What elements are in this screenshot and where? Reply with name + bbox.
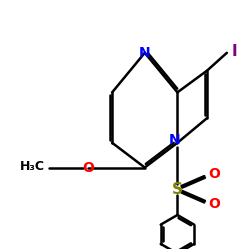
Text: N: N bbox=[169, 133, 181, 147]
Text: O: O bbox=[82, 160, 94, 174]
Text: N: N bbox=[139, 46, 150, 60]
Text: H₃C: H₃C bbox=[20, 160, 45, 173]
Text: I: I bbox=[232, 44, 237, 59]
Text: O: O bbox=[208, 197, 220, 211]
Text: O: O bbox=[208, 168, 220, 181]
Text: S: S bbox=[172, 182, 183, 197]
